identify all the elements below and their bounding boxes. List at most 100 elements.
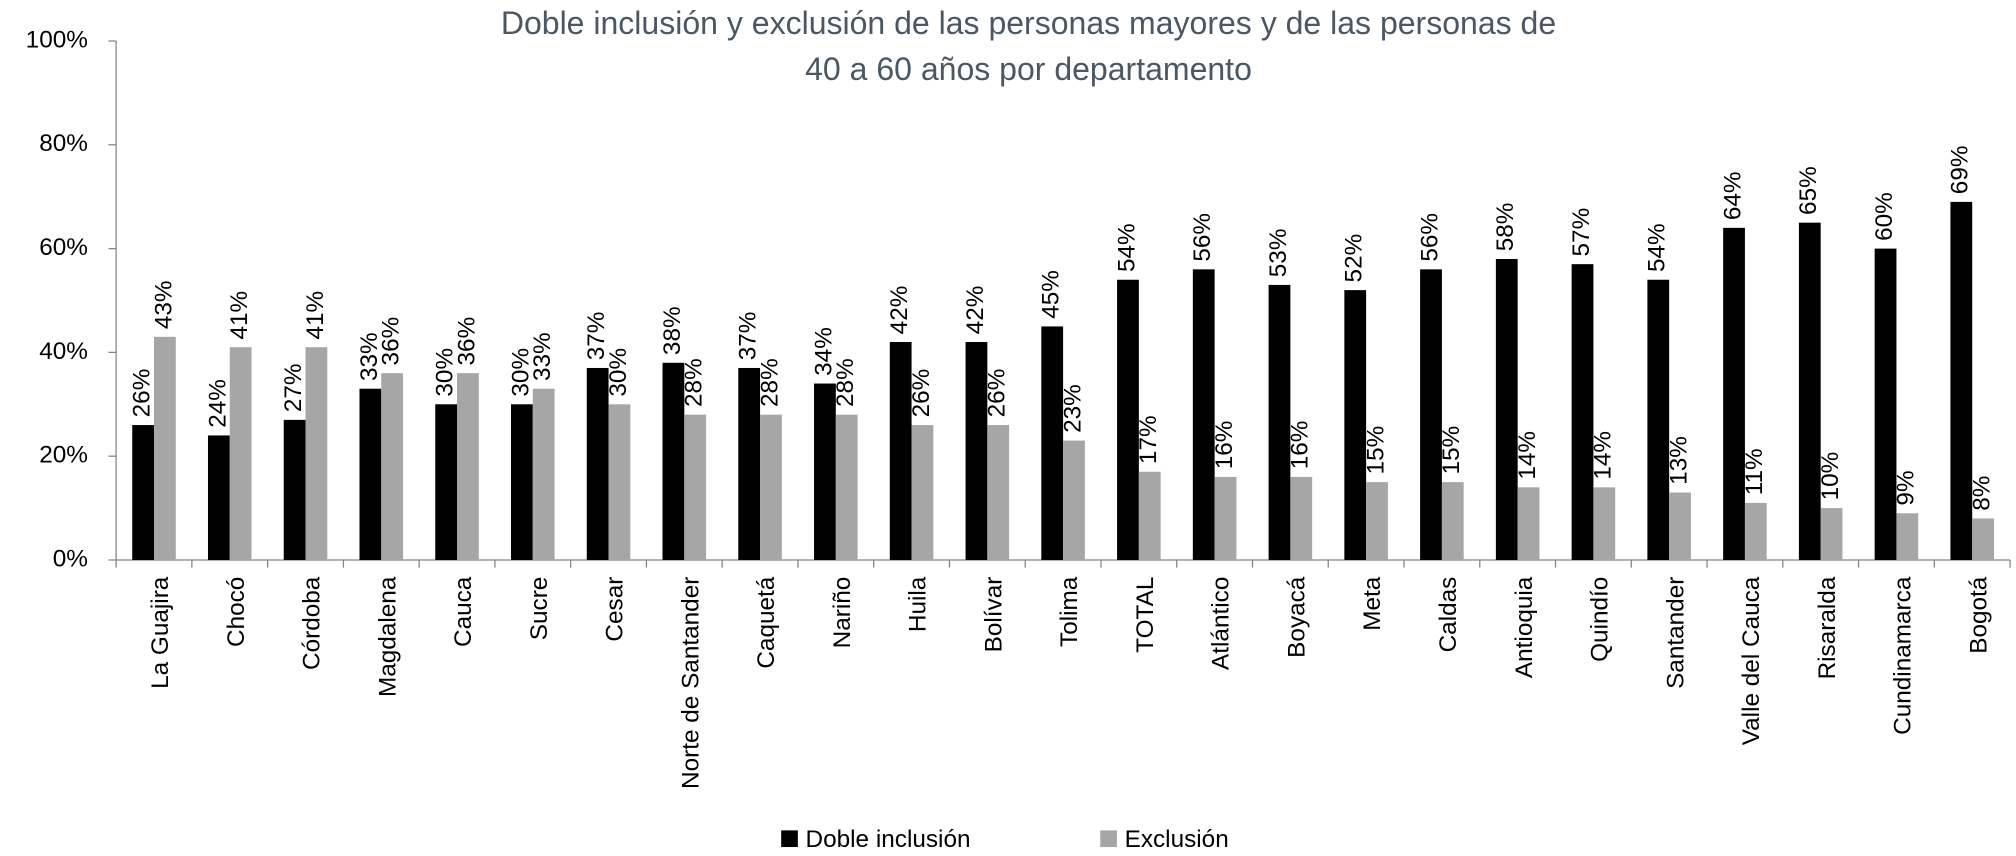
x-tick-label: Caquetá (753, 576, 780, 668)
bar (283, 419, 306, 560)
bar (911, 425, 934, 560)
data-label: 10% (1817, 452, 1844, 501)
legend-swatch (1100, 830, 1117, 848)
data-label: 65% (1795, 166, 1822, 215)
x-tick-label: Atlántico (1208, 577, 1235, 670)
y-tick-label: 40% (39, 338, 88, 365)
bar (608, 404, 631, 560)
data-label: 30% (507, 348, 534, 397)
data-label: 42% (962, 286, 989, 335)
data-label: 28% (832, 358, 859, 407)
data-label: 24% (204, 379, 231, 428)
data-label: 14% (1514, 431, 1541, 480)
data-label: 45% (1038, 270, 1065, 319)
bar (1744, 502, 1767, 560)
x-tick-label: TOTAL (1132, 577, 1159, 653)
x-tick-label: Quindío (1587, 577, 1614, 662)
x-tick-label: Cesar (602, 577, 629, 642)
data-label: 27% (280, 363, 307, 412)
data-label: 9% (1893, 470, 1920, 505)
data-label: 36% (378, 317, 405, 366)
bar (381, 373, 404, 560)
bar (1669, 492, 1691, 560)
y-tick-label: 0% (53, 545, 88, 572)
bar (1192, 269, 1215, 560)
bar (1214, 476, 1237, 560)
data-label: 28% (681, 358, 708, 407)
bar (965, 342, 988, 560)
x-tick-label: Nariño (829, 577, 856, 649)
data-label: 43% (150, 280, 177, 329)
data-label: 64% (1719, 171, 1746, 220)
bar (1896, 513, 1919, 560)
data-label: 41% (226, 291, 253, 340)
bar (1972, 518, 1994, 560)
bar (1874, 248, 1897, 560)
bar (586, 367, 609, 560)
x-tick-label: Magdalena (374, 576, 401, 697)
x-tick-label: Cundinamarca (1890, 576, 1917, 735)
data-label: 52% (1341, 234, 1368, 283)
bar (1366, 482, 1388, 560)
bar (814, 383, 836, 560)
bar (1593, 487, 1616, 560)
bar (738, 367, 761, 560)
x-tick-label: Valle del Cauca (1738, 576, 1765, 745)
x-tick-label: Chocó (223, 577, 250, 647)
bar (1798, 222, 1821, 560)
bar (1441, 482, 1464, 560)
bar (1344, 290, 1367, 560)
bar (835, 414, 858, 560)
data-label: 37% (583, 312, 610, 361)
data-label: 56% (1416, 213, 1443, 262)
bar (359, 388, 382, 560)
data-label: 34% (810, 327, 837, 376)
bar (1495, 258, 1518, 560)
bar (1723, 227, 1745, 560)
bar (987, 425, 1010, 560)
x-tick-label: Cauca (450, 576, 477, 647)
legend-swatch (781, 830, 798, 848)
bar (511, 404, 533, 560)
data-label: 30% (605, 348, 632, 397)
x-tick-label: Antioquia (1511, 576, 1538, 678)
bar (1571, 264, 1594, 560)
data-label: 53% (1265, 229, 1292, 278)
bar (1420, 269, 1442, 560)
data-label: 60% (1871, 192, 1898, 241)
bar (207, 435, 230, 560)
data-label: 14% (1590, 431, 1617, 480)
y-tick-label: 80% (39, 130, 88, 157)
x-tick-label: Córdoba (299, 576, 326, 670)
x-tick-label: Meta (1359, 576, 1386, 631)
bar (1647, 279, 1670, 560)
bar (153, 336, 176, 560)
bar (532, 388, 555, 560)
x-tick-label: Huila (905, 576, 932, 632)
bar (132, 425, 154, 560)
data-label: 56% (1189, 213, 1216, 262)
data-label: 33% (356, 332, 383, 381)
data-label: 54% (1644, 223, 1671, 272)
chart-title: Doble inclusión y exclusión de las perso… (501, 5, 1556, 41)
data-label: 54% (1113, 223, 1140, 272)
bar (1041, 326, 1064, 560)
bar (1268, 284, 1291, 560)
x-tick-label: Tolima (1056, 576, 1083, 647)
bar (662, 362, 685, 560)
data-label: 37% (735, 312, 762, 361)
bar (1063, 440, 1085, 560)
data-label: 26% (908, 369, 935, 418)
bar (229, 347, 252, 560)
bar (1138, 471, 1161, 560)
data-label: 36% (453, 317, 480, 366)
bar (1117, 279, 1139, 560)
data-label: 13% (1665, 436, 1692, 485)
data-label: 28% (756, 358, 783, 407)
bar (1517, 487, 1540, 560)
y-tick-label: 60% (39, 234, 88, 261)
data-label: 23% (1059, 384, 1086, 433)
bar (305, 347, 328, 560)
legend-label: Exclusión (1125, 826, 1229, 853)
data-label: 15% (1362, 426, 1389, 475)
